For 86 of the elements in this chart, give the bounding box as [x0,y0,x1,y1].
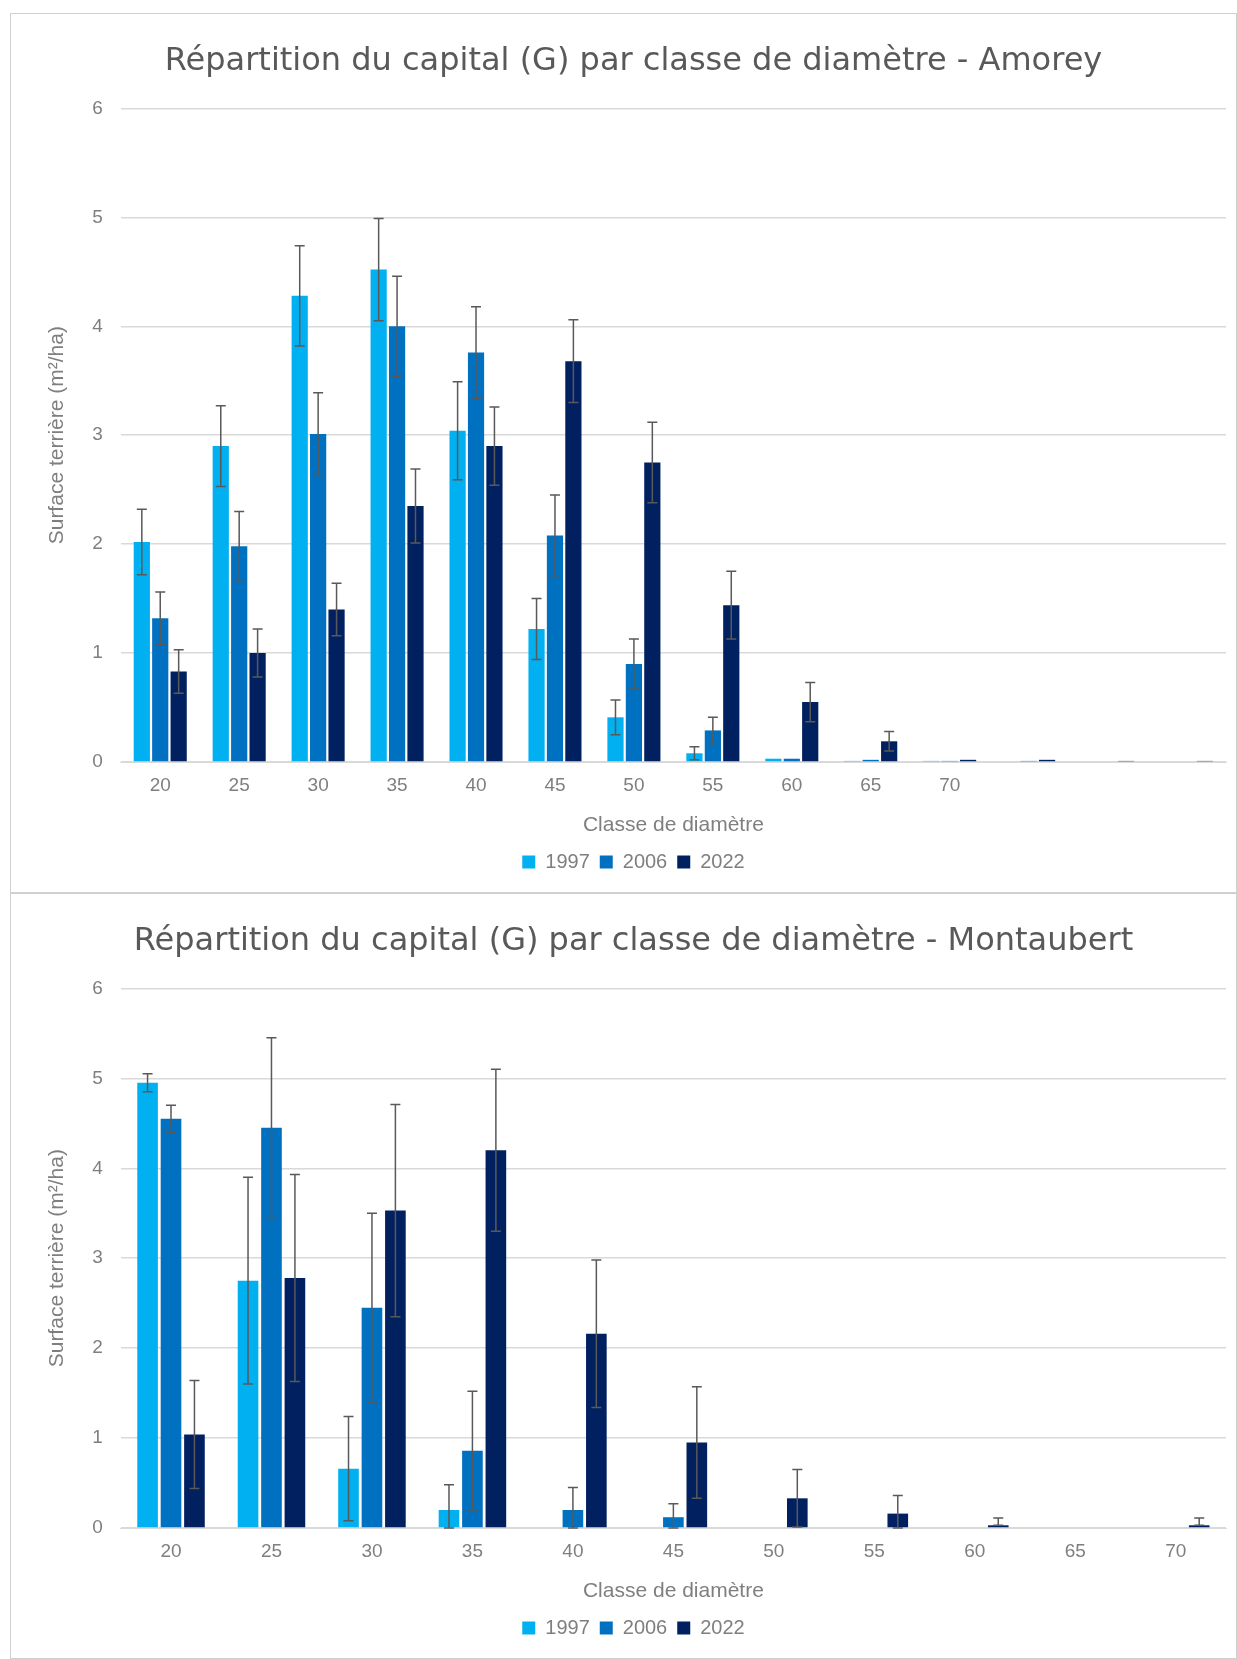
legend-label: 1997 [545,1615,590,1638]
x-tick-label: 50 [763,1539,785,1561]
bar [133,541,150,762]
bar [607,717,624,762]
bar [388,326,406,762]
bar [249,653,266,762]
bar [528,629,545,762]
y-axis-title: Surface terrière (m²/ha) [44,1149,68,1368]
bar [328,609,345,762]
bar [704,730,721,762]
bar [370,269,387,762]
x-tick-label: 40 [562,1539,584,1561]
bar [546,535,564,762]
y-tick-label: 0 [92,750,103,772]
chart-title: Répartition du capital (G) par classe de diamètre - Amorey [164,39,1103,78]
bar [449,430,466,762]
x-tick-label: 20 [149,773,171,795]
bar [802,702,819,762]
y-tick-label: 6 [92,976,103,998]
bar [485,1150,507,1528]
x-tick-label: 35 [461,1539,483,1561]
bar [407,506,424,762]
bar [644,462,661,762]
x-tick-label: 65 [860,773,882,795]
x-tick-label: 55 [863,1539,885,1561]
legend-label: 2006 [622,1615,668,1638]
bar [137,1082,158,1528]
bar [467,352,485,762]
chart-title: Répartition du capital (G) par classe de diamètre - Montaubert [133,919,1134,958]
bar [284,1277,306,1528]
x-tick-label: 20 [160,1539,182,1561]
bar [723,605,740,762]
y-tick-label: 0 [92,1516,103,1538]
bar [184,1434,205,1528]
y-tick-label: 2 [92,1336,103,1358]
bar [261,1127,282,1528]
y-tick-label: 1 [92,1426,103,1448]
bar [486,446,503,762]
bar [586,1333,607,1528]
bar [160,1118,182,1528]
legend-label: 1997 [545,849,590,872]
legend-label: 2022 [700,1615,745,1638]
bar [310,434,327,762]
y-tick-label: 4 [92,1156,104,1178]
y-tick-label: 3 [92,1246,103,1268]
y-tick-label: 5 [92,1066,103,1088]
x-axis-title: Classe de diamètre [582,812,764,836]
bar [338,1468,359,1528]
x-tick-label: 65 [1064,1539,1086,1561]
bar [385,1210,406,1528]
x-tick-label: 50 [623,773,645,795]
bar [237,1280,259,1528]
bar [231,546,248,762]
y-axis-title: Surface terrière (m²/ha) [44,326,68,545]
y-tick-label: 1 [92,641,103,663]
x-tick-label: 70 [939,773,961,795]
bar [170,671,187,762]
x-tick-label: 45 [544,773,566,795]
x-tick-label: 35 [386,773,408,795]
x-tick-label: 70 [1165,1539,1187,1561]
x-axis-title: Classe de diamètre [582,1578,764,1602]
bar [625,663,643,762]
y-tick-label: 6 [92,96,103,118]
bar [212,446,229,762]
x-tick-label: 60 [781,773,803,795]
bar [462,1450,483,1528]
y-tick-label: 4 [92,314,104,336]
legend-label: 2006 [622,849,668,872]
bar [565,361,582,762]
x-tick-label: 30 [307,773,329,795]
x-tick-label: 40 [465,773,487,795]
y-tick-label: 3 [92,423,103,445]
x-tick-label: 60 [964,1539,986,1561]
legend-label: 2022 [700,849,745,872]
bar [786,1498,808,1528]
bar [152,618,169,762]
x-tick-label: 25 [260,1539,283,1561]
bar [663,1517,684,1528]
bar [361,1307,383,1528]
y-tick-label: 5 [92,205,103,227]
x-tick-label: 30 [361,1539,383,1561]
x-tick-label: 25 [228,773,250,795]
y-tick-label: 2 [92,532,103,554]
bar [291,295,308,762]
x-tick-label: 55 [702,773,724,795]
x-tick-label: 45 [662,1539,684,1561]
